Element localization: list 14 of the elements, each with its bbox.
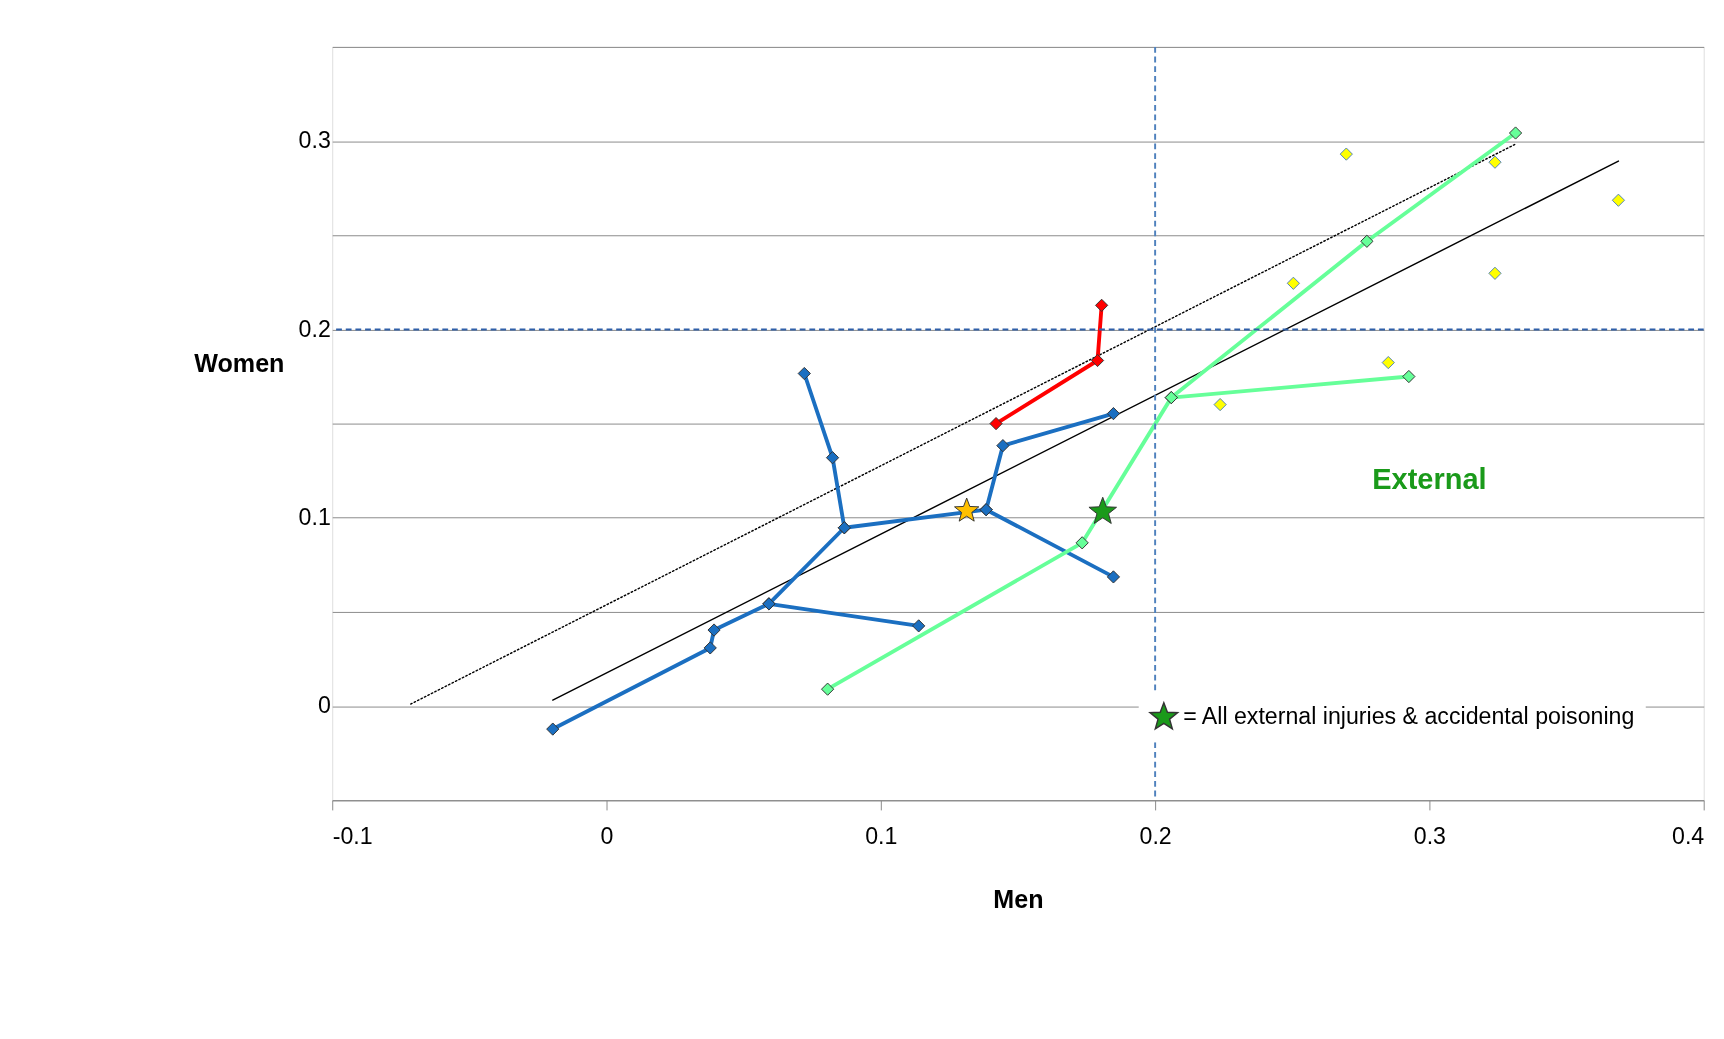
x-tick-label: -0.1	[332, 823, 373, 850]
y-tick-label: 0	[317, 692, 331, 719]
x-tick-label: 0	[600, 823, 614, 850]
annotation: External	[1372, 462, 1487, 495]
y-tick-label: 0.3	[298, 127, 331, 154]
x-tick-label: 0.1	[865, 823, 898, 850]
y-tick-label: 0.1	[298, 504, 331, 531]
legend-label: = All external injuries & accidental poisoning	[1183, 702, 1635, 729]
y-tick-label: 0.2	[298, 315, 331, 342]
y-axis-title: Women	[194, 348, 285, 377]
x-tick-label: 0.3	[1413, 823, 1447, 850]
x-tick-label: 0.4	[1672, 823, 1705, 850]
x-axis-title: Men	[993, 884, 1044, 913]
x-tick-label: 0.2	[1139, 823, 1172, 850]
